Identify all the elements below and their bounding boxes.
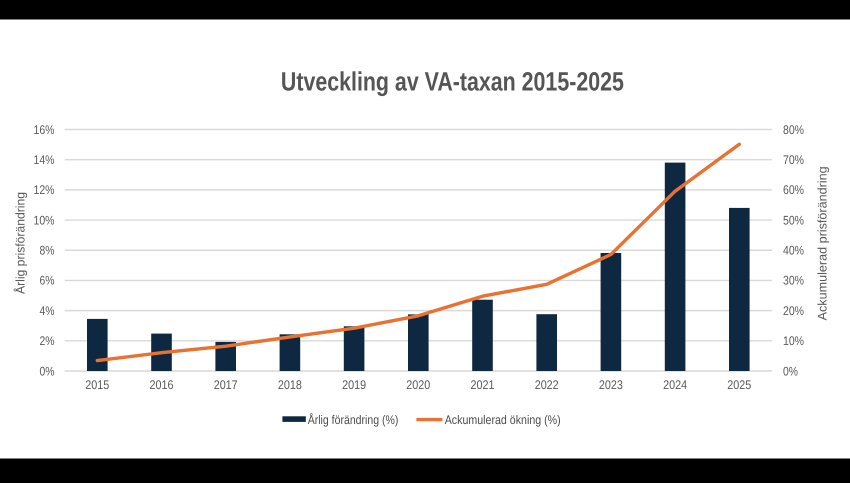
svg-text:6%: 6% xyxy=(40,274,55,288)
svg-text:2017: 2017 xyxy=(214,378,238,392)
svg-text:Ackumulerad prisförändring: Ackumulerad prisförändring xyxy=(816,166,830,320)
svg-text:Årlig prisförändring: Årlig prisförändring xyxy=(14,192,28,294)
svg-text:10%: 10% xyxy=(783,334,804,348)
svg-text:60%: 60% xyxy=(783,183,804,197)
svg-text:Årlig förändring (%): Årlig förändring (%) xyxy=(308,413,399,427)
svg-text:2025: 2025 xyxy=(727,378,751,392)
svg-text:40%: 40% xyxy=(783,244,804,258)
svg-text:2018: 2018 xyxy=(278,378,302,392)
svg-text:4%: 4% xyxy=(40,304,55,318)
svg-text:2022: 2022 xyxy=(535,378,559,392)
svg-text:Utveckling av VA-taxan 2015-20: Utveckling av VA-taxan 2015-2025 xyxy=(281,67,624,97)
svg-text:2015: 2015 xyxy=(85,378,109,392)
svg-text:2024: 2024 xyxy=(663,378,687,392)
svg-text:30%: 30% xyxy=(783,274,804,288)
svg-text:16%: 16% xyxy=(34,123,55,137)
svg-text:2020: 2020 xyxy=(406,378,430,392)
svg-text:12%: 12% xyxy=(34,183,55,197)
svg-text:70%: 70% xyxy=(783,153,804,167)
svg-text:Ackumulerad ökning (%): Ackumulerad ökning (%) xyxy=(445,413,561,427)
svg-text:50%: 50% xyxy=(783,213,804,227)
svg-text:80%: 80% xyxy=(783,123,804,137)
svg-text:2%: 2% xyxy=(40,334,55,348)
svg-text:2023: 2023 xyxy=(599,378,623,392)
svg-text:14%: 14% xyxy=(34,153,55,167)
svg-text:0%: 0% xyxy=(783,364,798,378)
svg-text:8%: 8% xyxy=(40,244,55,258)
svg-text:2019: 2019 xyxy=(342,378,366,392)
svg-text:10%: 10% xyxy=(34,213,55,227)
svg-text:2016: 2016 xyxy=(150,378,174,392)
svg-text:0%: 0% xyxy=(40,364,55,378)
svg-text:20%: 20% xyxy=(783,304,804,318)
svg-text:2021: 2021 xyxy=(471,378,495,392)
